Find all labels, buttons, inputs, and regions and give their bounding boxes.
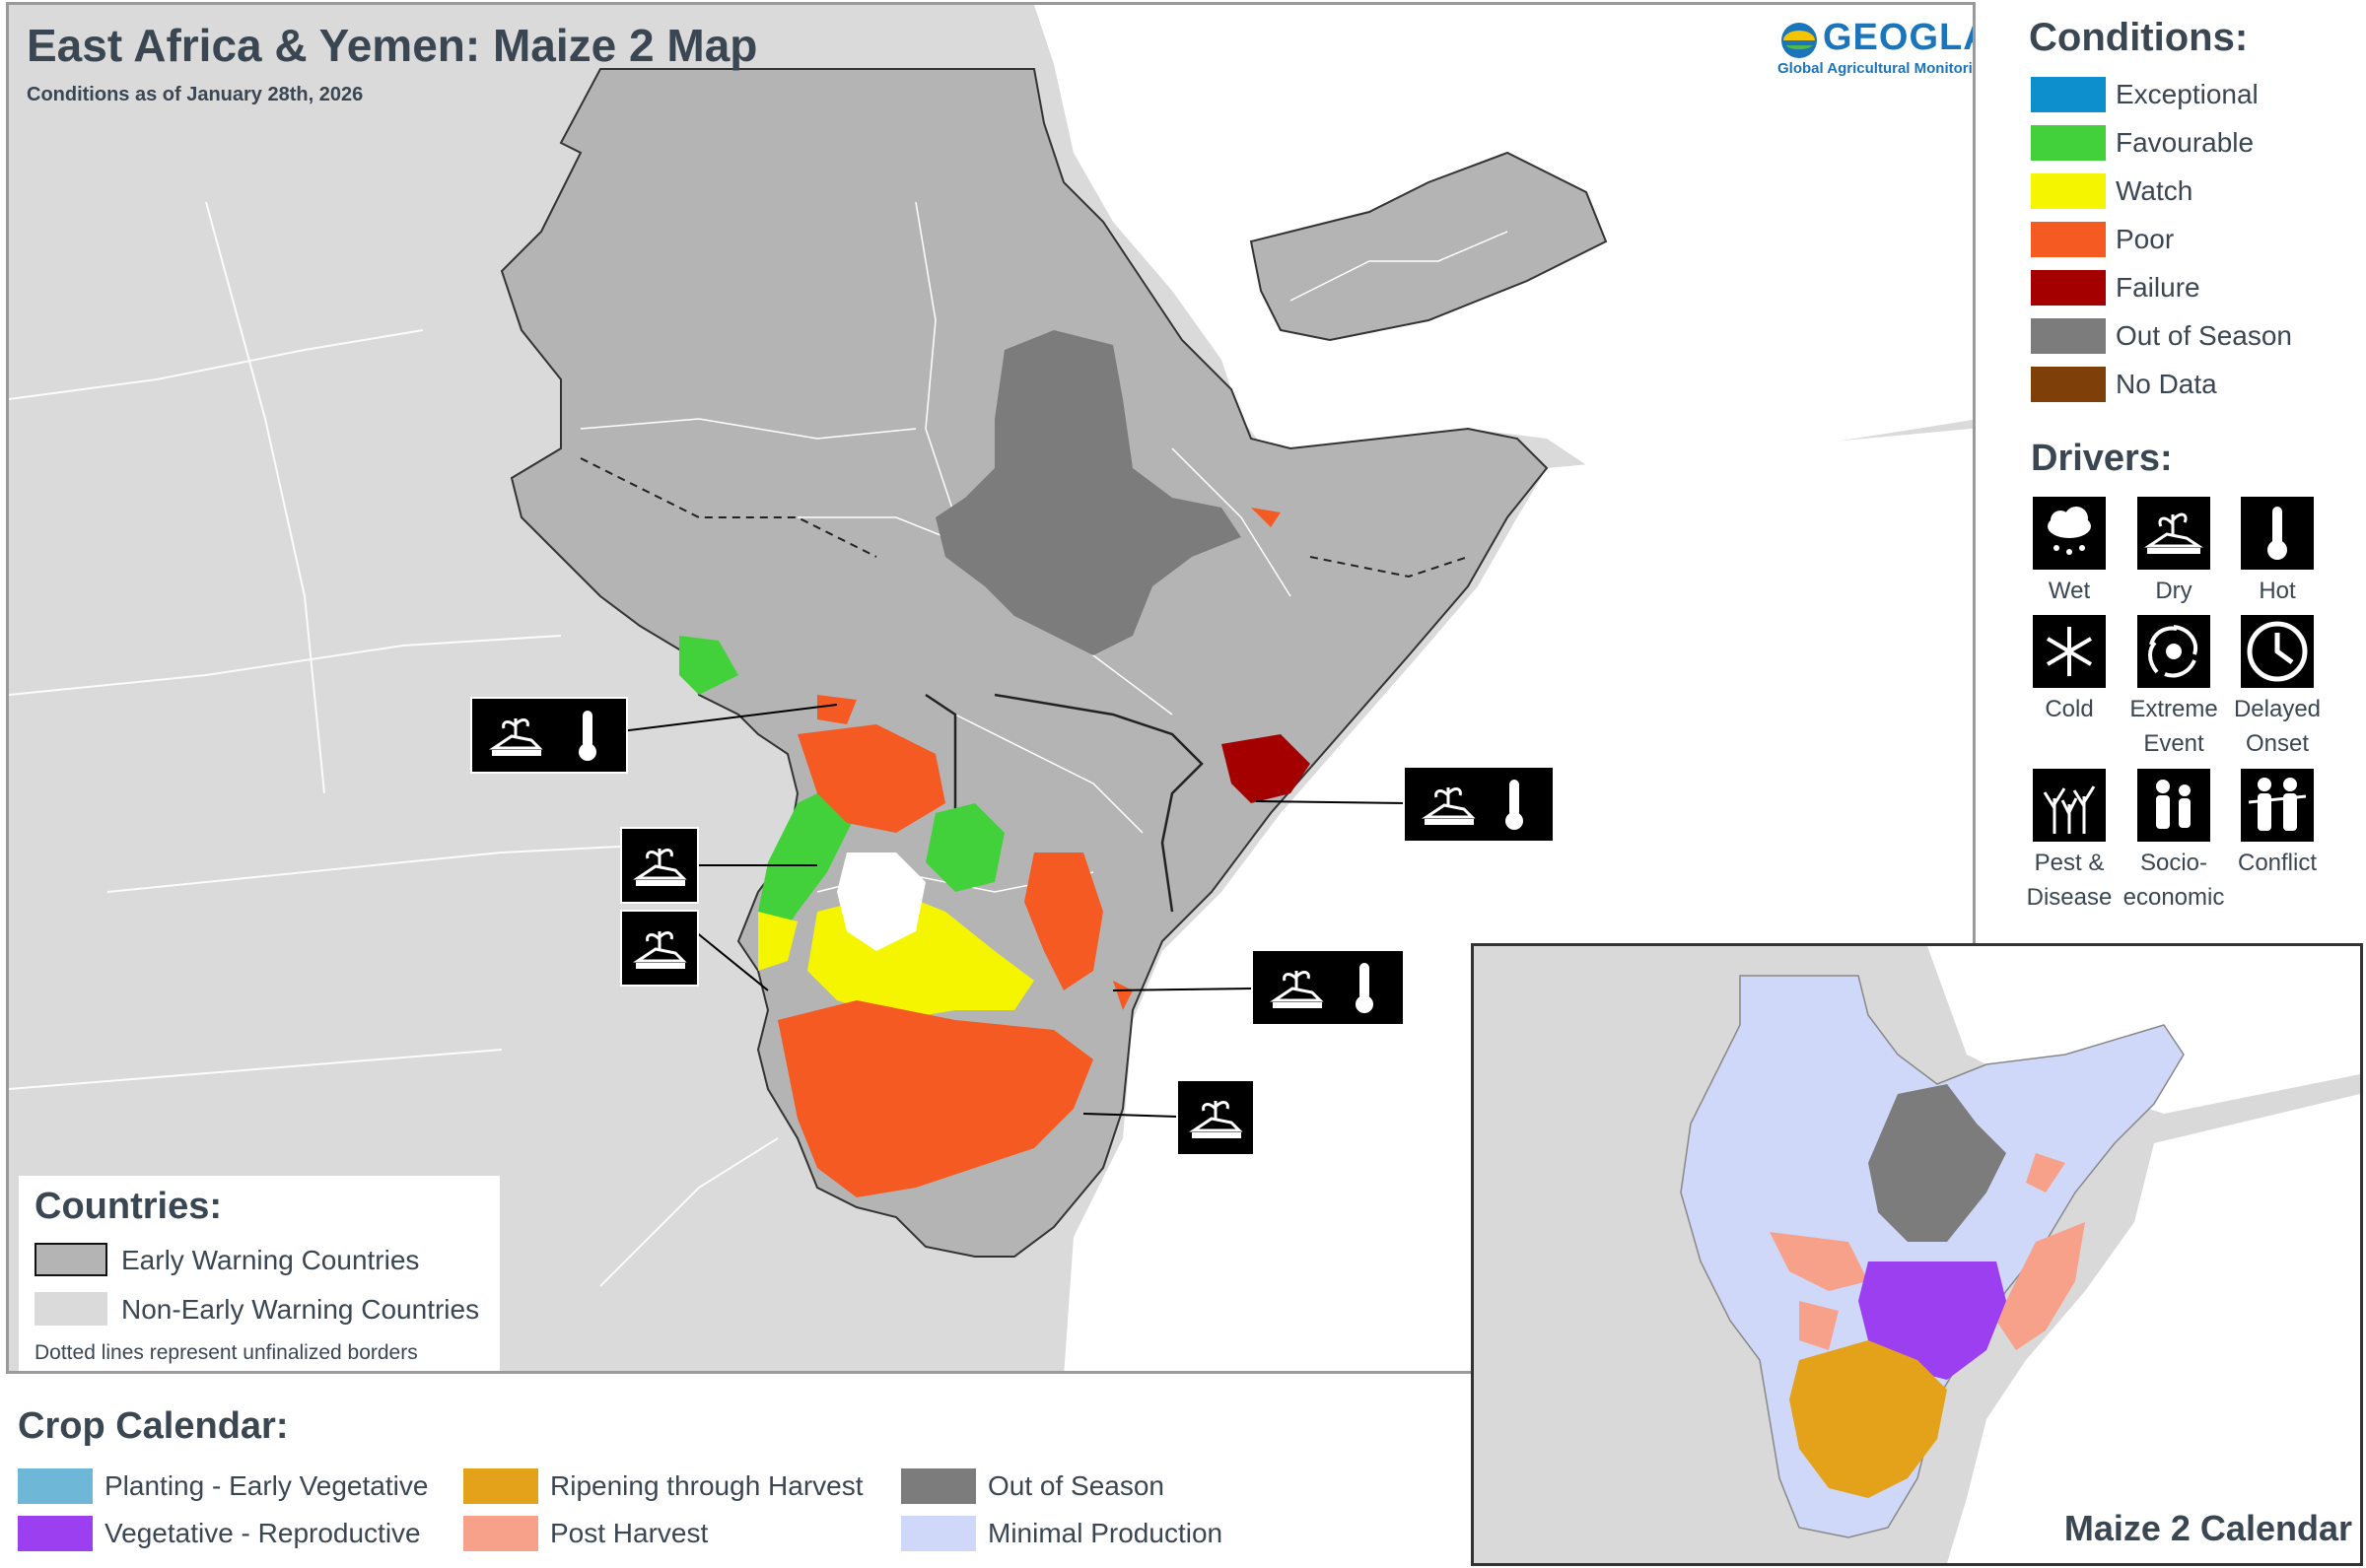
swatch-exceptional — [2031, 77, 2106, 112]
callout-south-sudan — [470, 697, 628, 774]
watch-rwanda — [758, 912, 798, 971]
label-post-harvest: Post Harvest — [550, 1518, 709, 1548]
countries-heading: Countries: — [35, 1186, 222, 1227]
label-minimal-production: Minimal Production — [988, 1518, 1223, 1548]
dry-icon — [2144, 512, 2203, 554]
label-non-early-warning: Non-Early Warning Countries — [121, 1294, 480, 1325]
conditions-heading: Conditions: — [2029, 16, 2249, 59]
hot-icon — [1356, 963, 1373, 1013]
cold-icon — [2046, 627, 2093, 676]
dry-icon — [1189, 1101, 1243, 1138]
label-planting: Planting - Early Vegetative — [104, 1470, 429, 1501]
driver-cold-label: Cold — [2045, 696, 2094, 722]
pest-disease-icon — [2043, 785, 2096, 834]
driver-delayed-onset: Delayed Onset — [2223, 615, 2331, 761]
driver-wet-label: Wet — [2048, 578, 2091, 604]
driver-socio-economic: Socio-economic — [2120, 769, 2228, 915]
lake-victoria — [837, 852, 926, 951]
poor-uganda — [798, 724, 945, 833]
countries-legend: Countries: Early Warning Countries Non-E… — [19, 1176, 500, 1371]
label-failure: Failure — [2116, 272, 2200, 303]
swatch-favourable — [2031, 125, 2106, 161]
hot-icon — [2267, 507, 2287, 560]
driver-dry-label: Dry — [2155, 578, 2192, 604]
hot-icon — [1505, 780, 1523, 830]
driver-hot-label: Hot — [2259, 578, 2296, 604]
failure-somalia — [1221, 734, 1310, 803]
swatch-poor — [2031, 222, 2106, 257]
conflict-icon — [2248, 778, 2307, 831]
logo-brand: GEOGLAM — [1823, 17, 1973, 58]
driver-socio-economic-label: Socio-economic — [2122, 850, 2225, 911]
driver-delayed-onset-label: Delayed Onset — [2233, 696, 2322, 757]
callout-rwanda-burundi — [620, 910, 699, 987]
driver-extreme-event: Extreme Event — [2120, 615, 2228, 761]
socio-economic-icon — [2156, 780, 2191, 829]
out-of-season-area — [936, 330, 1241, 655]
label-early-warning: Early Warning Countries — [121, 1245, 420, 1275]
swatch-ripening — [463, 1468, 538, 1504]
poor-tanzania — [778, 1000, 1093, 1197]
dry-icon — [489, 718, 543, 756]
label-cal-out-of-season: Out of Season — [988, 1470, 1165, 1501]
label-watch: Watch — [2116, 175, 2193, 206]
geoglam-logo: GEOGLAM Global Agricultural Monitoring — [1774, 17, 1976, 78]
inset-canvas — [1474, 946, 2360, 1563]
favourable-southsudan — [679, 636, 738, 695]
swatch-non-early-warning — [35, 1292, 107, 1326]
swatch-planting — [18, 1468, 93, 1504]
driver-extreme-event-label: Extreme Event — [2129, 696, 2218, 757]
map-subtitle: Conditions as of January 28th, 2026 — [27, 84, 364, 105]
favourable-uganda — [758, 784, 857, 941]
driver-hot: Hot — [2223, 497, 2331, 608]
map-title: East Africa & Yemen: Maize 2 Map — [27, 20, 758, 71]
hot-icon — [579, 711, 596, 761]
driver-pest-disease-label: Pest & Disease — [2026, 850, 2113, 911]
driver-wet: Wet — [2015, 497, 2123, 608]
driver-conflict: Conflict — [2223, 769, 2331, 880]
delayed-onset-icon — [2247, 621, 2308, 682]
swatch-vegetative — [18, 1516, 93, 1551]
extreme-event-icon — [2148, 625, 2197, 678]
label-out-of-season: Out of Season — [2116, 320, 2293, 351]
swatch-no-data — [2031, 367, 2106, 402]
driver-pest-disease: Pest & Disease — [2015, 769, 2123, 915]
label-ripening: Ripening through Harvest — [550, 1470, 864, 1501]
borders-note: Dotted lines represent unfinalized borde… — [35, 1341, 418, 1364]
dry-icon — [1270, 971, 1324, 1008]
swatch-out-of-season — [2031, 318, 2106, 354]
swatch-minimal-production — [901, 1516, 976, 1551]
swatch-cal-out-of-season — [901, 1468, 976, 1504]
favourable-kenya — [926, 803, 1005, 892]
label-poor: Poor — [2116, 224, 2175, 254]
label-no-data: No Data — [2116, 369, 2217, 399]
label-favourable: Favourable — [2116, 127, 2255, 158]
poor-kenya — [1024, 852, 1103, 990]
label-exceptional: Exceptional — [2116, 79, 2259, 109]
inset-title: Maize 2 Calendar — [2063, 1508, 2352, 1548]
dry-icon — [633, 931, 687, 969]
callout-tanzania-coast — [1176, 1079, 1255, 1156]
swatch-post-harvest — [463, 1516, 538, 1551]
label-vegetative: Vegetative - Reproductive — [104, 1518, 421, 1548]
dry-icon — [1422, 787, 1476, 825]
callout-uganda — [620, 827, 699, 904]
geoglam-logo-icon — [1781, 23, 1817, 58]
driver-conflict-label: Conflict — [2237, 850, 2318, 876]
driver-dry: Dry — [2120, 497, 2228, 608]
yemen — [1249, 151, 1608, 342]
logo-tagline: Global Agricultural Monitoring — [1777, 60, 1976, 77]
wet-icon — [2048, 507, 2091, 555]
swatch-failure — [2031, 270, 2106, 306]
inset-map: Maize 2 Calendar — [1471, 943, 2363, 1566]
swatch-watch — [2031, 173, 2106, 209]
crop-calendar-heading: Crop Calendar: — [18, 1405, 289, 1447]
swatch-early-warning — [35, 1243, 107, 1276]
drivers-heading: Drivers: — [2031, 438, 2173, 479]
driver-cold: Cold — [2015, 615, 2123, 726]
callout-kenya-coast — [1251, 949, 1405, 1026]
callout-somalia — [1403, 766, 1555, 843]
dry-icon — [633, 849, 687, 886]
